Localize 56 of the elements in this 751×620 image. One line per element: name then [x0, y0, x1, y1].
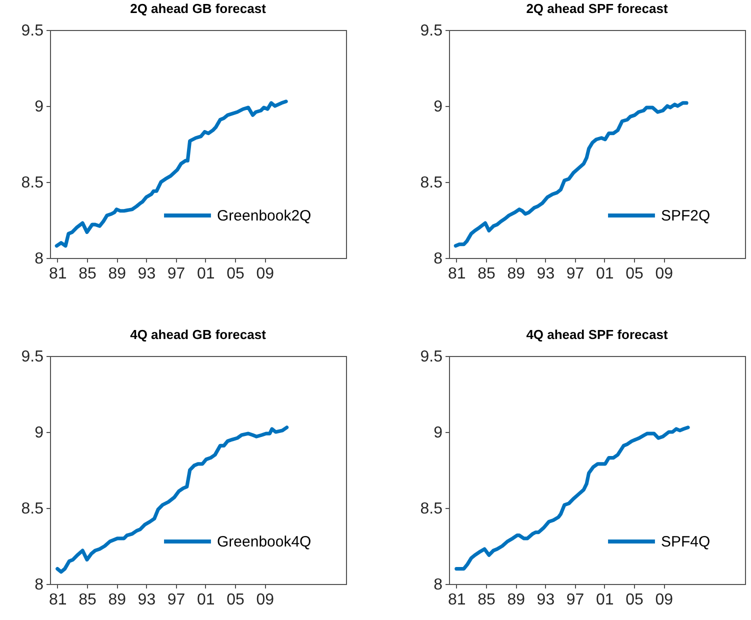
- x-tick-label: 89: [108, 592, 126, 608]
- y-tick-label: 8.5: [21, 174, 44, 192]
- x-tick-label: 97: [167, 266, 186, 282]
- x-tick-label: 89: [108, 266, 126, 282]
- x-tick-label: 97: [167, 592, 186, 608]
- x-tick-label: 01: [197, 592, 215, 608]
- x-tick-label: 93: [138, 266, 156, 282]
- x-tick-label: 81: [448, 266, 466, 282]
- y-tick-label: 9.5: [21, 348, 44, 366]
- x-tick-label: 09: [655, 266, 674, 282]
- x-tick-label: 05: [226, 592, 244, 608]
- chart-title: 4Q ahead SPF forecast: [526, 327, 668, 342]
- x-tick-label: 85: [78, 592, 96, 608]
- x-tick-label: 89: [507, 266, 526, 282]
- x-tick-label: 05: [626, 592, 644, 608]
- x-tick-label: 93: [138, 592, 156, 608]
- legend-label: Greenbook2Q: [217, 208, 312, 224]
- x-tick-label: 09: [256, 266, 274, 282]
- x-tick-label: 01: [197, 266, 215, 282]
- x-tick-label: 09: [655, 592, 674, 608]
- y-tick-label: 9: [34, 98, 44, 116]
- x-tick-label: 05: [626, 266, 644, 282]
- x-tick-label: 85: [478, 592, 496, 608]
- x-tick-label: 81: [448, 592, 466, 608]
- x-tick-label: 93: [536, 266, 555, 282]
- x-tick-label: 05: [226, 266, 244, 282]
- y-tick-label: 8: [34, 576, 44, 594]
- y-tick-label: 8: [434, 576, 443, 594]
- legend-label: Greenbook4Q: [217, 534, 312, 550]
- chart-title: 2Q ahead GB forecast: [130, 1, 267, 16]
- x-tick-label: 01: [596, 266, 614, 282]
- y-tick-label: 8: [34, 250, 44, 268]
- chart-title: 2Q ahead SPF forecast: [526, 1, 668, 16]
- chart-title: 4Q ahead GB forecast: [130, 327, 267, 342]
- y-tick-label: 9.5: [420, 22, 443, 40]
- y-tick-label: 8.5: [21, 500, 44, 518]
- x-tick-label: 93: [536, 592, 555, 608]
- legend-label: SPF4Q: [661, 534, 710, 550]
- y-tick-label: 8: [434, 250, 443, 268]
- y-tick-label: 8.5: [420, 174, 443, 192]
- x-tick-label: 81: [49, 266, 67, 282]
- x-tick-label: 85: [478, 266, 496, 282]
- legend-label: SPF2Q: [661, 208, 710, 224]
- y-tick-label: 9: [434, 98, 443, 116]
- x-tick-label: 97: [566, 266, 584, 282]
- x-tick-label: 97: [566, 592, 584, 608]
- y-tick-label: 9: [34, 424, 44, 442]
- y-tick-label: 9.5: [21, 22, 44, 40]
- x-tick-label: 89: [507, 592, 526, 608]
- x-tick-label: 01: [596, 592, 614, 608]
- y-tick-label: 9: [434, 424, 443, 442]
- y-tick-label: 8.5: [420, 500, 443, 518]
- x-tick-label: 81: [49, 592, 67, 608]
- x-tick-label: 09: [256, 592, 274, 608]
- y-tick-label: 9.5: [420, 348, 443, 366]
- x-tick-label: 85: [78, 266, 96, 282]
